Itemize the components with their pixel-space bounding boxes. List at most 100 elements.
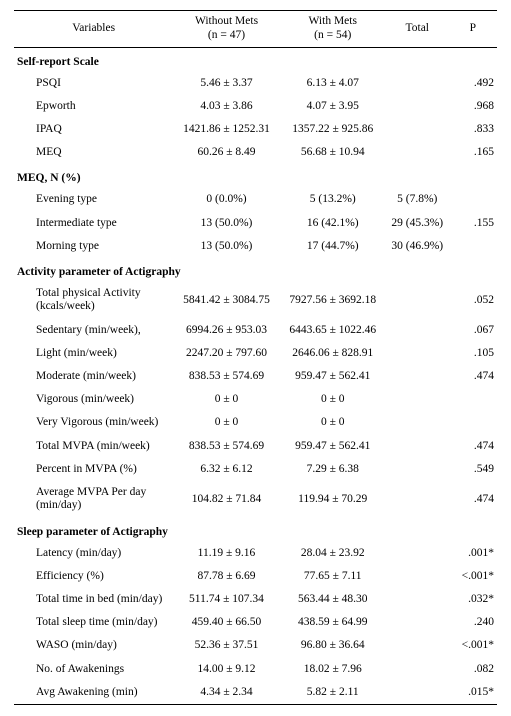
table-row: WASO (min/day)52.36 ± 37.5196.80 ± 36.64… bbox=[14, 634, 497, 657]
table-row: No. of Awakenings14.00 ± 9.1218.02 ± 7.9… bbox=[14, 658, 497, 681]
row-label: Moderate (min/week) bbox=[14, 365, 173, 388]
row-total bbox=[386, 634, 449, 657]
row-with-mets: 5 (13.2%) bbox=[280, 188, 386, 211]
row-total bbox=[386, 588, 449, 611]
row-label: No. of Awakenings bbox=[14, 658, 173, 681]
row-p: .474 bbox=[449, 365, 497, 388]
row-p: .165 bbox=[449, 141, 497, 164]
row-label: IPAQ bbox=[14, 118, 173, 141]
row-total: 29 (45.3%) bbox=[386, 212, 449, 235]
row-label: Intermediate type bbox=[14, 212, 173, 235]
row-without-mets: 838.53 ± 574.69 bbox=[173, 435, 279, 458]
col-p: P bbox=[449, 11, 497, 48]
row-p: .240 bbox=[449, 611, 497, 634]
row-total bbox=[386, 118, 449, 141]
table-row: Efficiency (%)87.78 ± 6.6977.65 ± 7.11 <.… bbox=[14, 565, 497, 588]
row-without-mets: 0 (0.0%) bbox=[173, 188, 279, 211]
row-without-mets: 0 ± 0 bbox=[173, 388, 279, 411]
table-row: Latency (min/day)11.19 ± 9.1628.04 ± 23.… bbox=[14, 542, 497, 565]
row-total bbox=[386, 481, 449, 517]
row-p: .474 bbox=[449, 435, 497, 458]
row-p: <.001* bbox=[449, 565, 497, 588]
table-row: Morning type13 (50.0%)17 (44.7%)30 (46.9… bbox=[14, 235, 497, 258]
row-with-mets: 18.02 ± 7.96 bbox=[280, 658, 386, 681]
table-row: Vigorous (min/week)0 ± 00 ± 0 bbox=[14, 388, 497, 411]
row-label: Average MVPA Per day (min/day) bbox=[14, 481, 173, 517]
section-title: Activity parameter of Actigraphy bbox=[14, 258, 497, 282]
row-label: Total physical Activity (kcals/week) bbox=[14, 282, 173, 318]
row-total: 30 (46.9%) bbox=[386, 235, 449, 258]
row-with-mets: 17 (44.7%) bbox=[280, 235, 386, 258]
table-row: Total MVPA (min/week)838.53 ± 574.69959.… bbox=[14, 435, 497, 458]
row-p: .155 bbox=[449, 212, 497, 235]
row-label: Latency (min/day) bbox=[14, 542, 173, 565]
table-row: PSQI5.46 ± 3.376.13 ± 4.07.492 bbox=[14, 72, 497, 95]
table-row: Total physical Activity (kcals/week)5841… bbox=[14, 282, 497, 318]
row-p: .968 bbox=[449, 95, 497, 118]
row-without-mets: 11.19 ± 9.16 bbox=[173, 542, 279, 565]
row-with-mets: 2646.06 ± 828.91 bbox=[280, 342, 386, 365]
row-without-mets: 5841.42 ± 3084.75 bbox=[173, 282, 279, 318]
row-without-mets: 2247.20 ± 797.60 bbox=[173, 342, 279, 365]
row-with-mets: 0 ± 0 bbox=[280, 411, 386, 434]
row-p bbox=[449, 411, 497, 434]
results-table: Variables Without Mets (n = 47) With Met… bbox=[14, 10, 497, 705]
section-title: Sleep parameter of Actigraphy bbox=[14, 518, 497, 542]
row-total bbox=[386, 388, 449, 411]
row-without-mets: 4.34 ± 2.34 bbox=[173, 681, 279, 705]
row-without-mets: 5.46 ± 3.37 bbox=[173, 72, 279, 95]
table-row: Sedentary (min/week),6994.26 ± 953.03644… bbox=[14, 319, 497, 342]
row-with-mets: 77.65 ± 7.11 bbox=[280, 565, 386, 588]
row-without-mets: 60.26 ± 8.49 bbox=[173, 141, 279, 164]
row-with-mets: 438.59 ± 64.99 bbox=[280, 611, 386, 634]
table-row: MEQ60.26 ± 8.4956.68 ± 10.94 .165 bbox=[14, 141, 497, 164]
row-label: Very Vigorous (min/week) bbox=[14, 411, 173, 434]
table-row: Epworth4.03 ± 3.864.07 ± 3.95 .968 bbox=[14, 95, 497, 118]
row-label: Epworth bbox=[14, 95, 173, 118]
row-total bbox=[386, 282, 449, 318]
row-total bbox=[386, 95, 449, 118]
row-with-mets: 7927.56 ± 3692.18 bbox=[280, 282, 386, 318]
row-label: Light (min/week) bbox=[14, 342, 173, 365]
row-with-mets: 563.44 ± 48.30 bbox=[280, 588, 386, 611]
row-without-mets: 13 (50.0%) bbox=[173, 212, 279, 235]
row-p: .474 bbox=[449, 481, 497, 517]
row-without-mets: 87.78 ± 6.69 bbox=[173, 565, 279, 588]
row-label: Avg Awakening (min) bbox=[14, 681, 173, 705]
col-without-mets-label: Without Mets bbox=[195, 15, 258, 27]
row-with-mets: 5.82 ± 2.11 bbox=[280, 681, 386, 705]
row-p: .052 bbox=[449, 282, 497, 318]
row-total bbox=[386, 365, 449, 388]
col-without-mets: Without Mets (n = 47) bbox=[173, 11, 279, 48]
table-row: Avg Awakening (min)4.34 ± 2.345.82 ± 2.1… bbox=[14, 681, 497, 705]
row-p: .032* bbox=[449, 588, 497, 611]
row-with-mets: 4.07 ± 3.95 bbox=[280, 95, 386, 118]
row-p: .549 bbox=[449, 458, 497, 481]
row-without-mets: 838.53 ± 574.69 bbox=[173, 365, 279, 388]
row-total: 5 (7.8%) bbox=[386, 188, 449, 211]
table-row: Average MVPA Per day (min/day)104.82 ± 7… bbox=[14, 481, 497, 517]
row-without-mets: 13 (50.0%) bbox=[173, 235, 279, 258]
table-row: Moderate (min/week)838.53 ± 574.69959.47… bbox=[14, 365, 497, 388]
row-without-mets: 511.74 ± 107.34 bbox=[173, 588, 279, 611]
row-label: WASO (min/day) bbox=[14, 634, 173, 657]
row-with-mets: 96.80 ± 36.64 bbox=[280, 634, 386, 657]
row-with-mets: 959.47 ± 562.41 bbox=[280, 435, 386, 458]
row-label: Total sleep time (min/day) bbox=[14, 611, 173, 634]
col-with-mets-label: With Mets bbox=[309, 15, 357, 27]
row-total bbox=[386, 542, 449, 565]
row-label: MEQ bbox=[14, 141, 173, 164]
row-label: Efficiency (%) bbox=[14, 565, 173, 588]
row-without-mets: 6.32 ± 6.12 bbox=[173, 458, 279, 481]
row-p: .105 bbox=[449, 342, 497, 365]
row-total bbox=[386, 565, 449, 588]
table-row: Evening type0 (0.0%)5 (13.2%)5 (7.8%) bbox=[14, 188, 497, 211]
col-without-mets-n: (n = 47) bbox=[208, 29, 245, 41]
row-total bbox=[386, 342, 449, 365]
row-total bbox=[386, 435, 449, 458]
row-without-mets: 4.03 ± 3.86 bbox=[173, 95, 279, 118]
row-with-mets: 959.47 ± 562.41 bbox=[280, 365, 386, 388]
row-label: Vigorous (min/week) bbox=[14, 388, 173, 411]
row-with-mets: 56.68 ± 10.94 bbox=[280, 141, 386, 164]
row-total bbox=[386, 681, 449, 705]
